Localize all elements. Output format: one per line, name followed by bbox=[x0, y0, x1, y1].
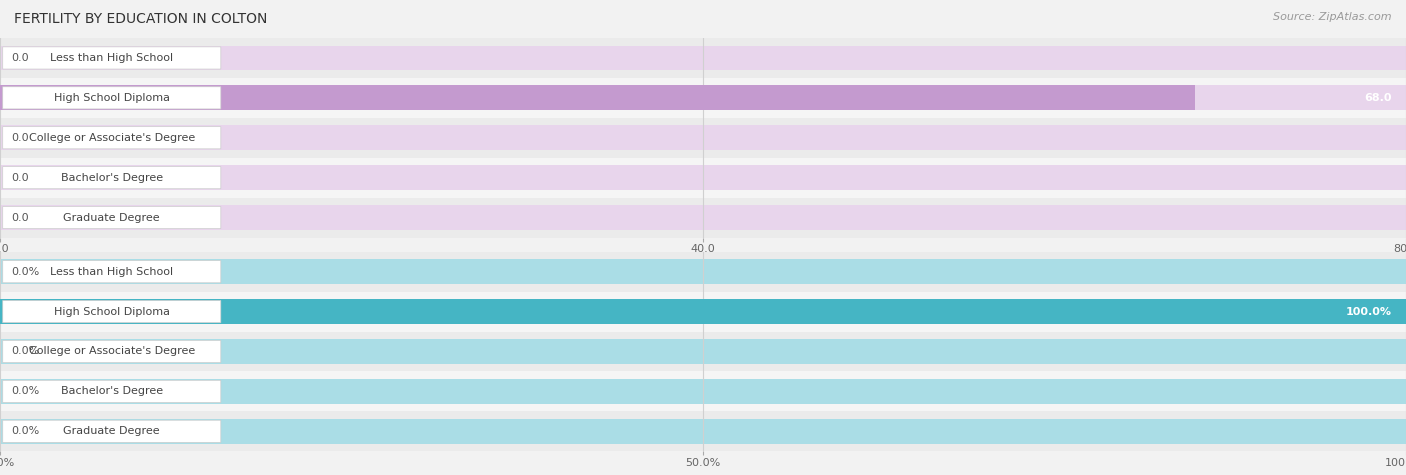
Bar bbox=[0, 205, 1406, 230]
Text: 0.0: 0.0 bbox=[11, 133, 30, 143]
FancyBboxPatch shape bbox=[3, 207, 221, 228]
Text: 68.0: 68.0 bbox=[1364, 93, 1392, 103]
Text: College or Associate's Degree: College or Associate's Degree bbox=[28, 133, 195, 143]
Text: 0.0%: 0.0% bbox=[11, 266, 39, 277]
FancyBboxPatch shape bbox=[3, 341, 221, 362]
Bar bbox=[0, 339, 1406, 364]
Bar bbox=[0, 158, 1406, 198]
Bar bbox=[0, 86, 1406, 110]
Bar bbox=[0, 46, 1406, 70]
Bar bbox=[0, 411, 1406, 451]
Bar bbox=[0, 419, 1406, 444]
Text: 0.0%: 0.0% bbox=[11, 426, 39, 437]
Text: FERTILITY BY EDUCATION IN COLTON: FERTILITY BY EDUCATION IN COLTON bbox=[14, 12, 267, 26]
FancyBboxPatch shape bbox=[3, 261, 221, 283]
Text: Less than High School: Less than High School bbox=[51, 266, 173, 277]
Bar bbox=[0, 259, 1406, 284]
Text: 0.0%: 0.0% bbox=[11, 346, 39, 357]
Text: Bachelor's Degree: Bachelor's Degree bbox=[60, 386, 163, 397]
Bar bbox=[0, 332, 1406, 371]
Bar bbox=[0, 165, 1406, 190]
FancyBboxPatch shape bbox=[3, 420, 221, 442]
Bar bbox=[0, 292, 1406, 332]
FancyBboxPatch shape bbox=[3, 87, 221, 109]
Text: College or Associate's Degree: College or Associate's Degree bbox=[28, 346, 195, 357]
Bar bbox=[0, 125, 1406, 150]
Text: 0.0: 0.0 bbox=[11, 172, 30, 183]
FancyBboxPatch shape bbox=[3, 301, 221, 323]
FancyBboxPatch shape bbox=[3, 380, 221, 402]
Bar bbox=[0, 252, 1406, 292]
Bar bbox=[0, 299, 1406, 324]
Text: Less than High School: Less than High School bbox=[51, 53, 173, 63]
Text: High School Diploma: High School Diploma bbox=[53, 93, 170, 103]
FancyBboxPatch shape bbox=[3, 47, 221, 69]
Bar bbox=[0, 38, 1406, 78]
Bar bbox=[0, 86, 1195, 110]
Text: 100.0%: 100.0% bbox=[1346, 306, 1392, 317]
Text: 0.0: 0.0 bbox=[11, 212, 30, 223]
Bar bbox=[0, 118, 1406, 158]
Bar bbox=[0, 78, 1406, 118]
Bar bbox=[0, 299, 1406, 324]
Text: High School Diploma: High School Diploma bbox=[53, 306, 170, 317]
Bar bbox=[0, 379, 1406, 404]
Text: 0.0: 0.0 bbox=[11, 53, 30, 63]
Bar bbox=[0, 371, 1406, 411]
Bar bbox=[0, 198, 1406, 238]
Text: 0.0%: 0.0% bbox=[11, 386, 39, 397]
FancyBboxPatch shape bbox=[3, 127, 221, 149]
Text: Bachelor's Degree: Bachelor's Degree bbox=[60, 172, 163, 183]
FancyBboxPatch shape bbox=[3, 167, 221, 189]
Text: Source: ZipAtlas.com: Source: ZipAtlas.com bbox=[1274, 12, 1392, 22]
Text: Graduate Degree: Graduate Degree bbox=[63, 212, 160, 223]
Text: Graduate Degree: Graduate Degree bbox=[63, 426, 160, 437]
